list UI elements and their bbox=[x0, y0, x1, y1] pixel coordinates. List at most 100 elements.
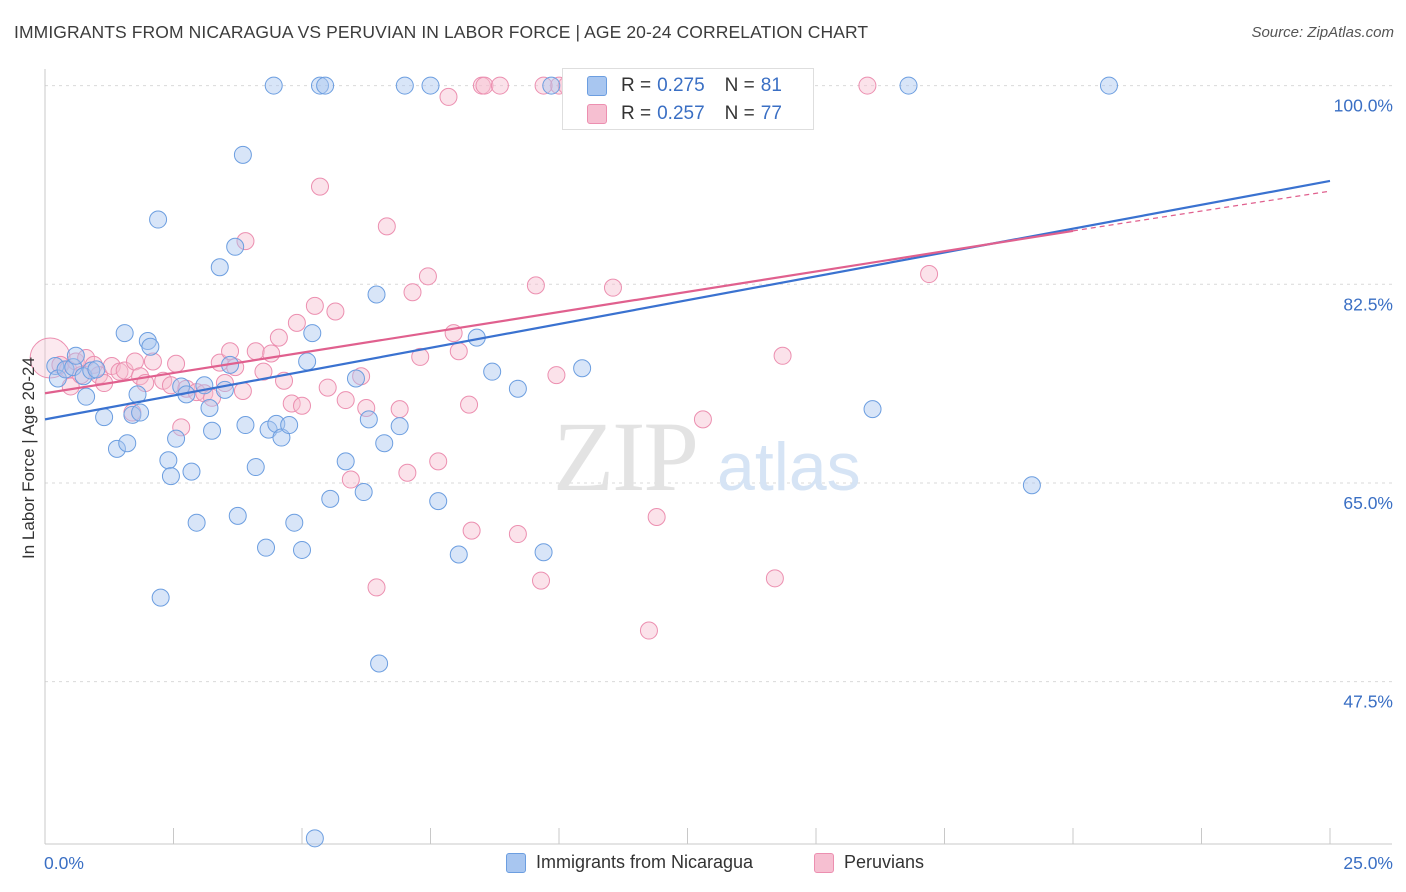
data-point bbox=[298, 352, 317, 371]
data-point bbox=[534, 76, 553, 95]
data-point bbox=[336, 452, 355, 471]
data-point bbox=[236, 416, 255, 435]
data-point bbox=[293, 540, 311, 559]
data-point bbox=[77, 387, 96, 406]
watermark-atlas: atlas bbox=[717, 429, 861, 505]
data-point bbox=[221, 342, 240, 361]
data-point bbox=[264, 76, 283, 95]
data-point bbox=[115, 324, 134, 343]
data-point bbox=[367, 578, 386, 597]
y-tick-label: 100.0% bbox=[1334, 96, 1393, 116]
data-point bbox=[647, 508, 666, 527]
trend-line-nicaragua bbox=[44, 179, 1331, 421]
data-point bbox=[375, 434, 394, 453]
data-point bbox=[483, 362, 502, 381]
data-point bbox=[773, 346, 792, 365]
data-point bbox=[693, 410, 712, 429]
data-point bbox=[534, 543, 553, 562]
data-point bbox=[246, 342, 265, 361]
data-point bbox=[367, 285, 386, 304]
data-point bbox=[285, 513, 304, 532]
data-point bbox=[326, 302, 345, 321]
data-point bbox=[305, 829, 324, 848]
data-point bbox=[920, 265, 939, 284]
data-point bbox=[233, 145, 252, 164]
data-point bbox=[899, 76, 918, 95]
data-point bbox=[526, 276, 545, 295]
data-point bbox=[490, 76, 509, 95]
x-tick-label: 25.0% bbox=[1343, 853, 1393, 873]
data-point bbox=[532, 571, 551, 590]
data-point bbox=[377, 217, 396, 236]
data-point bbox=[863, 400, 882, 419]
data-point bbox=[210, 258, 229, 277]
tick-labels: 47.5% 65.0% 82.5% 100.0% 0.0% 25.0% bbox=[44, 96, 1393, 873]
data-point bbox=[64, 358, 83, 377]
data-point bbox=[167, 429, 186, 448]
data-point bbox=[475, 76, 494, 95]
stats-row-peruvians: R = 0.257 N = 77 bbox=[563, 101, 782, 127]
data-point bbox=[287, 313, 306, 332]
series-peruvians bbox=[29, 76, 939, 640]
stats-legend: R = 0.275 N = 81 R = 0.257 N = 77 bbox=[562, 68, 814, 130]
trend-line-peruvians bbox=[44, 229, 1074, 395]
peruvians-legend-label: Peruvians bbox=[844, 852, 925, 872]
data-point bbox=[1022, 476, 1041, 495]
data-point bbox=[66, 346, 85, 365]
data-point bbox=[151, 588, 170, 607]
trend-lines bbox=[44, 179, 1331, 421]
data-point bbox=[765, 569, 784, 588]
data-point bbox=[246, 458, 265, 477]
data-point bbox=[346, 369, 365, 388]
data-point bbox=[107, 439, 126, 458]
data-point bbox=[182, 462, 201, 481]
peruvians-swatch bbox=[587, 104, 607, 124]
r-label: R = bbox=[621, 103, 652, 124]
data-point bbox=[449, 342, 468, 361]
r-value: 0.257 bbox=[657, 103, 705, 124]
data-point bbox=[48, 369, 67, 388]
data-point bbox=[316, 76, 335, 95]
data-point bbox=[603, 278, 622, 297]
data-point bbox=[639, 621, 658, 640]
data-point bbox=[429, 452, 448, 471]
data-point bbox=[87, 360, 106, 379]
axes bbox=[44, 69, 1392, 845]
data-point bbox=[1099, 76, 1118, 95]
data-point bbox=[257, 538, 276, 557]
data-point bbox=[460, 395, 479, 414]
n-label: N = bbox=[724, 75, 755, 96]
data-point bbox=[321, 489, 340, 508]
legend-item-nicaragua: Immigrants from Nicaragua bbox=[506, 852, 753, 873]
data-point bbox=[398, 463, 417, 482]
data-point bbox=[370, 654, 389, 673]
data-point bbox=[293, 396, 311, 415]
watermark: ZIP atlas bbox=[553, 401, 861, 512]
x-tick-label: 0.0% bbox=[44, 853, 84, 873]
data-point bbox=[228, 506, 247, 525]
data-point bbox=[267, 414, 286, 433]
peruvians-legend-swatch bbox=[814, 852, 834, 873]
data-point bbox=[508, 525, 527, 544]
data-point bbox=[236, 232, 255, 251]
nicaragua-swatch bbox=[587, 76, 607, 96]
data-point bbox=[280, 416, 299, 435]
watermark-zip: ZIP bbox=[553, 401, 697, 512]
data-point bbox=[418, 267, 437, 286]
data-point bbox=[449, 545, 468, 564]
data-point bbox=[359, 410, 378, 429]
data-point bbox=[573, 359, 592, 378]
grid-lines bbox=[45, 85, 1392, 683]
data-point bbox=[269, 328, 288, 347]
data-point bbox=[439, 87, 458, 106]
data-point bbox=[131, 403, 150, 422]
data-point bbox=[95, 408, 114, 427]
data-point bbox=[305, 296, 324, 315]
data-point bbox=[462, 521, 481, 540]
data-point bbox=[336, 391, 355, 410]
nicaragua-legend-swatch bbox=[506, 852, 526, 873]
data-point bbox=[357, 399, 376, 418]
r-label: R = bbox=[621, 75, 652, 96]
data-point bbox=[411, 347, 430, 366]
data-point bbox=[143, 352, 162, 371]
